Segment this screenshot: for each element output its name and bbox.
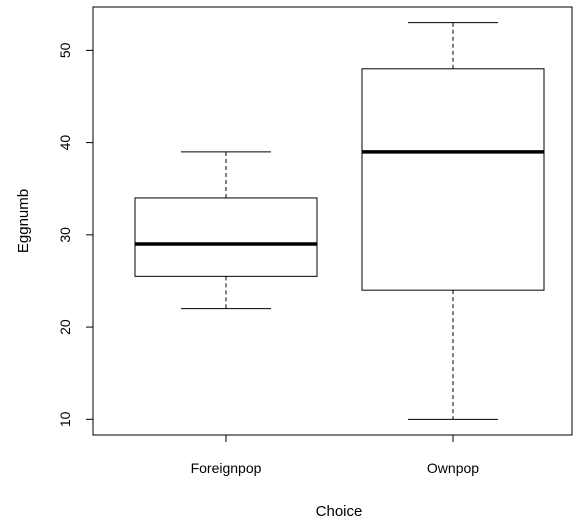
x-tick-label-foreignpop: Foreignpop	[191, 460, 262, 476]
x-axis: Foreignpop Ownpop	[191, 435, 479, 476]
box-foreignpop	[134, 151, 318, 310]
y-axis-title: Eggnumb	[15, 189, 32, 253]
y-tick-label-30: 30	[57, 227, 73, 243]
y-tick-label-50: 50	[57, 42, 73, 58]
y-tick-label-20: 20	[57, 319, 73, 335]
y-tick-label-10: 10	[57, 411, 73, 427]
y-axis: 10 20 30 40 50	[57, 42, 94, 427]
x-axis-title: Choice	[316, 503, 363, 518]
box-ownpop	[361, 22, 545, 420]
x-tick-label-ownpop: Ownpop	[427, 460, 479, 476]
y-tick-label-40: 40	[57, 135, 73, 151]
boxes-layer	[134, 22, 545, 420]
iqr-box	[134, 197, 318, 277]
iqr-box	[361, 68, 545, 291]
